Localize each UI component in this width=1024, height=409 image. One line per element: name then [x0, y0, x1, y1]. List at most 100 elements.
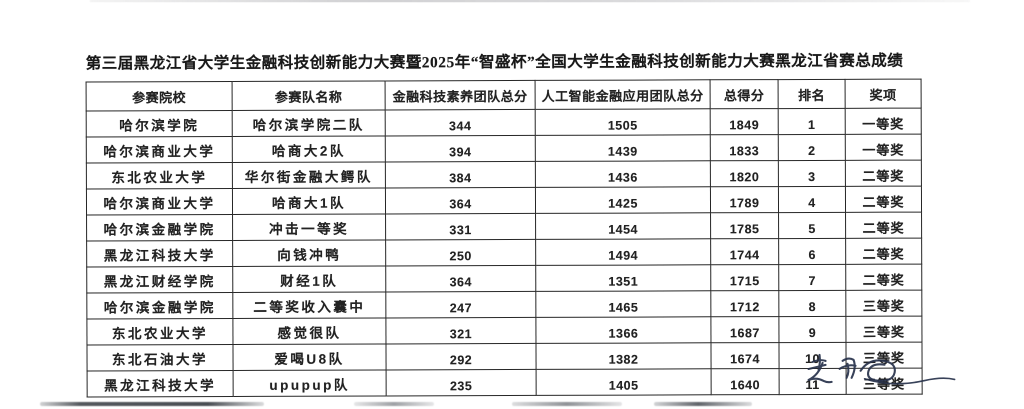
scan-edge-artifact-bottom	[40, 402, 264, 406]
cell-school: 哈尔滨金融学院	[86, 292, 233, 319]
cell-fintech-score: 292	[385, 343, 537, 370]
cell-ai-score: 1454	[535, 212, 711, 240]
cell-award: 二等奖	[845, 264, 922, 291]
cell-fintech-score: 235	[386, 369, 537, 396]
cell-total-score: 1640	[711, 368, 780, 395]
cell-rank: 3	[778, 160, 846, 187]
cell-total-score: 1687	[710, 316, 779, 343]
col-header-fintech-score: 金融科技素养团队总分	[385, 80, 536, 110]
table-row: 哈尔滨金融学院 冲击一等奖 331 1454 1785 5 二等奖	[86, 212, 922, 241]
cell-total-score: 1849	[710, 108, 779, 135]
cell-award: 一等奖	[845, 134, 922, 161]
cell-team: 财经1队	[232, 265, 386, 293]
results-table: 参赛院校 参赛队名称 金融科技素养团队总分 人工智能金融应用团队总分 总得分 排…	[85, 78, 923, 398]
cell-fintech-score: 364	[385, 187, 536, 214]
cell-ai-score: 1439	[535, 134, 711, 162]
cell-team: 感觉很队	[232, 317, 386, 345]
cell-team: 向钱冲鸭	[232, 239, 386, 267]
cell-fintech-score: 247	[385, 291, 536, 318]
cell-total-score: 1820	[710, 160, 779, 187]
cell-total-score: 1715	[710, 264, 779, 291]
cell-ai-score: 1382	[535, 342, 712, 370]
table-row: 黑龙江科技大学 向钱冲鸭 250 1494 1744 6 二等奖	[86, 238, 922, 267]
cell-fintech-score: 321	[385, 317, 536, 344]
table-header-row: 参赛院校 参赛队名称 金融科技素养团队总分 人工智能金融应用团队总分 总得分 排…	[86, 79, 922, 111]
cell-team: upupup队	[233, 369, 387, 397]
cell-school: 东北石油大学	[86, 344, 234, 371]
cell-total-score: 1785	[710, 212, 779, 239]
table-row: 东北农业大学 华尔街金融大鳄队 384 1436 1820 3 二等奖	[86, 160, 922, 189]
cell-ai-score: 1494	[535, 238, 711, 266]
cell-team: 华尔街金融大鳄队	[232, 161, 386, 189]
cell-fintech-score: 344	[385, 109, 536, 136]
cell-rank: 5	[778, 212, 846, 239]
cell-team: 冲击一等奖	[232, 213, 386, 241]
page-title: 第三届黑龙江省大学生金融科技创新能力大赛暨2025年“智盛杯”全国大学生金融科技…	[85, 52, 904, 73]
cell-total-score: 1789	[710, 186, 779, 213]
cell-award: 二等奖	[845, 160, 922, 187]
cell-rank: 7	[778, 264, 846, 291]
cell-team: 哈商大1队	[232, 187, 386, 215]
cell-team: 哈尔滨学院二队	[232, 109, 386, 137]
cell-team: 二等奖收入囊中	[232, 291, 386, 319]
cell-ai-score: 1351	[535, 264, 711, 292]
table-row: 东北石油大学 爱喝U8队 292 1382 1674 10 三等奖	[86, 342, 923, 371]
cell-fintech-score: 364	[385, 265, 536, 292]
cell-school: 东北农业大学	[86, 162, 233, 189]
col-header-rank: 排名	[778, 79, 846, 109]
cell-school: 哈尔滨学院	[86, 110, 233, 137]
cell-award: 二等奖	[845, 186, 922, 213]
cell-award: 一等奖	[845, 108, 922, 135]
cell-rank: 6	[778, 238, 846, 265]
cell-school: 黑龙江科技大学	[87, 370, 234, 397]
cell-rank: 9	[778, 316, 846, 343]
cell-ai-score: 1505	[535, 108, 711, 136]
col-header-ai-score: 人工智能金融应用团队总分	[535, 79, 711, 110]
cell-award: 三等奖	[845, 290, 922, 317]
scan-edge-artifact-bottom	[654, 402, 752, 406]
cell-award: 三等奖	[845, 316, 922, 343]
cell-school: 黑龙江财经学院	[86, 266, 233, 293]
col-header-award: 奖项	[845, 79, 922, 109]
cell-school: 黑龙江科技大学	[86, 240, 233, 267]
cell-rank: 1	[778, 108, 846, 135]
table-row: 哈尔滨商业大学 哈商大2队 394 1439 1833 2 一等奖	[86, 134, 922, 163]
table-row: 东北农业大学 感觉很队 321 1366 1687 9 三等奖	[86, 316, 922, 345]
cell-team: 爱喝U8队	[232, 343, 387, 371]
cell-ai-score: 1436	[535, 160, 711, 188]
scan-edge-artifact-bottom	[512, 402, 622, 406]
cell-fintech-score: 394	[385, 135, 536, 162]
cell-rank: 4	[778, 186, 846, 213]
table-row: 哈尔滨金融学院 二等奖收入囊中 247 1465 1712 8 三等奖	[86, 290, 922, 319]
cell-fintech-score: 384	[385, 161, 536, 188]
cell-award: 二等奖	[845, 212, 922, 239]
table-row: 哈尔滨学院 哈尔滨学院二队 344 1505 1849 1 一等奖	[86, 108, 922, 137]
cell-team: 哈商大2队	[232, 135, 386, 163]
cell-school: 哈尔滨金融学院	[86, 214, 233, 241]
cell-total-score: 1744	[710, 238, 779, 265]
scan-edge-artifact-top	[90, 0, 970, 2]
cell-ai-score: 1425	[535, 186, 711, 214]
cell-ai-score: 1366	[535, 316, 711, 344]
table-row: 黑龙江科技大学 upupup队 235 1405 1640 11 三等奖	[87, 368, 923, 397]
col-header-school: 参赛院校	[86, 81, 233, 111]
cell-school: 东北农业大学	[86, 318, 233, 345]
cell-fintech-score: 250	[385, 239, 536, 266]
cell-school: 哈尔滨商业大学	[86, 136, 233, 163]
cell-ai-score: 1465	[535, 290, 711, 318]
scan-edge-artifact-bottom	[354, 402, 434, 406]
col-header-total-score: 总得分	[710, 79, 779, 109]
table-row: 黑龙江财经学院 财经1队 364 1351 1715 7 二等奖	[86, 264, 922, 293]
cell-award: 二等奖	[845, 238, 922, 265]
cell-rank: 8	[778, 290, 846, 317]
col-header-team: 参赛队名称	[232, 80, 386, 111]
cell-rank: 2	[778, 134, 846, 161]
cell-total-score: 1833	[710, 134, 779, 161]
cell-school: 哈尔滨商业大学	[86, 188, 233, 215]
cell-ai-score: 1405	[536, 368, 712, 396]
cell-fintech-score: 331	[385, 213, 536, 240]
cell-total-score: 1674	[710, 342, 780, 369]
handwritten-signature	[807, 353, 956, 385]
